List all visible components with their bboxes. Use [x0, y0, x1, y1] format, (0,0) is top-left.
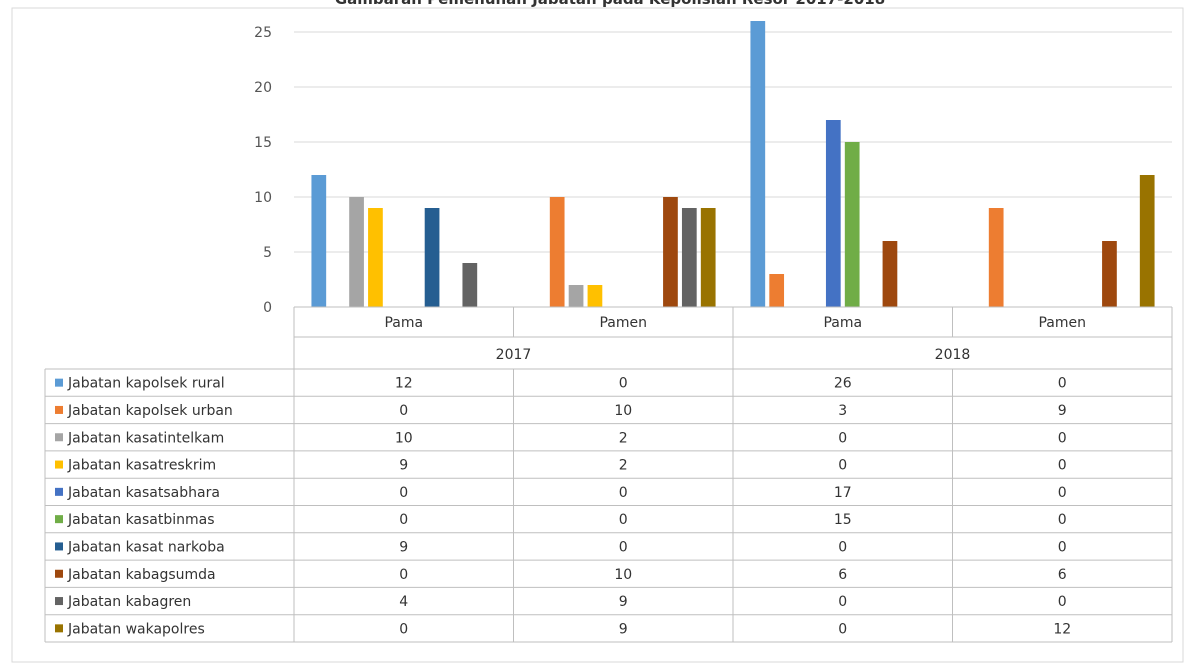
- bar: [825, 120, 841, 307]
- y-tick-label: 10: [254, 190, 272, 206]
- data-table-cell: 0: [399, 512, 408, 528]
- legend-swatch: [55, 378, 63, 387]
- data-table-cell: 0: [619, 485, 628, 501]
- bar: [681, 208, 697, 307]
- x-category-label: Pama: [384, 315, 423, 331]
- bar: [587, 285, 603, 307]
- data-table-cell: 9: [619, 594, 628, 610]
- data-table-cell: 26: [834, 376, 852, 392]
- bar: [311, 175, 327, 307]
- data-table-cell: 9: [1058, 403, 1067, 419]
- bar: [882, 241, 898, 307]
- data-table-cell: 0: [1058, 376, 1067, 392]
- x-group-label: 2017: [496, 347, 532, 363]
- chart-frame: [11, 7, 1184, 663]
- bar: [663, 197, 678, 307]
- data-table-cell: 0: [838, 430, 847, 446]
- data-table-cell: 0: [399, 403, 408, 419]
- bar: [368, 208, 383, 307]
- x-category-label: Pamen: [599, 315, 647, 331]
- legend-swatch: [55, 460, 63, 469]
- y-tick-label: 20: [254, 80, 272, 96]
- data-table-cell: 0: [619, 376, 628, 392]
- data-table-cell: 0: [1058, 512, 1067, 528]
- data-table-cell: 0: [399, 485, 408, 501]
- legend-entry: Jabatan kasatsabhara: [67, 485, 220, 501]
- y-tick-label: 0: [263, 300, 272, 316]
- legend-entry: Jabatan kabagsumda: [67, 567, 216, 583]
- bar: [700, 208, 716, 307]
- bar: [462, 263, 478, 307]
- data-table-cell: 0: [1058, 594, 1067, 610]
- bar: [424, 208, 440, 307]
- data-table-cell: 3: [838, 403, 847, 419]
- data-table-cell: 9: [619, 621, 628, 637]
- legend-entry: Jabatan kasat narkoba: [67, 539, 225, 555]
- data-table-cell: 15: [834, 512, 852, 528]
- legend-swatch: [55, 597, 63, 606]
- data-table-cell: 6: [1058, 567, 1067, 583]
- legend-swatch: [55, 405, 63, 414]
- bar: [988, 208, 1004, 307]
- legend-entry: Jabatan kasatintelkam: [67, 430, 224, 446]
- data-table-cell: 0: [399, 567, 408, 583]
- data-table-cell: 0: [619, 539, 628, 555]
- legend-swatch: [55, 515, 63, 524]
- data-table-cell: 10: [395, 430, 413, 446]
- data-table-cell: 0: [619, 512, 628, 528]
- y-tick-label: 15: [254, 135, 272, 151]
- legend-swatch: [55, 569, 63, 578]
- data-table-cell: 2: [619, 458, 628, 474]
- legend-swatch: [55, 433, 63, 442]
- data-table-cell: 0: [1058, 539, 1067, 555]
- data-table-cell: 0: [838, 621, 847, 637]
- y-tick-label: 25: [254, 25, 272, 41]
- bar: [349, 197, 364, 307]
- bar: [750, 21, 766, 307]
- data-table-cell: 0: [838, 539, 847, 555]
- y-tick-label: 5: [263, 245, 272, 261]
- legend-entry: Jabatan wakapolres: [67, 621, 205, 637]
- data-table-cell: 10: [614, 403, 632, 419]
- data-table-cell: 0: [1058, 485, 1067, 501]
- data-table-cell: 17: [834, 485, 852, 501]
- legend-entry: Jabatan kasatreskrim: [67, 458, 216, 474]
- x-category-label: Pamen: [1038, 315, 1086, 331]
- data-table-cell: 12: [395, 376, 413, 392]
- data-table-cell: 0: [838, 458, 847, 474]
- data-table-cell: 6: [838, 567, 847, 583]
- legend-entry: Jabatan kabagren: [67, 594, 191, 610]
- data-table-cell: 9: [399, 458, 408, 474]
- bar: [568, 285, 584, 307]
- bar: [769, 274, 785, 307]
- bar: [549, 197, 565, 307]
- data-table-cell: 4: [399, 594, 408, 610]
- data-table-cell: 0: [838, 594, 847, 610]
- data-table-cell: 0: [399, 621, 408, 637]
- data-table-cell: 2: [619, 430, 628, 446]
- x-category-label: Pama: [823, 315, 862, 331]
- data-table-cell: 10: [614, 567, 632, 583]
- bar: [1139, 175, 1155, 307]
- legend-entry: Jabatan kapolsek urban: [67, 403, 233, 419]
- data-table-cell: 12: [1053, 621, 1071, 637]
- chart-title: Gambaran Pemenuhan Jabatan pada Kepolisi…: [335, 0, 885, 8]
- bar: [844, 142, 860, 307]
- legend-entry: Jabatan kasatbinmas: [67, 512, 215, 528]
- data-table-cell: 0: [1058, 430, 1067, 446]
- x-group-label: 2018: [935, 347, 971, 363]
- legend-swatch: [55, 487, 63, 496]
- data-table-cell: 9: [399, 539, 408, 555]
- legend-swatch: [55, 624, 63, 633]
- bar: [1102, 241, 1117, 307]
- data-table-cell: 0: [1058, 458, 1067, 474]
- legend-entry: Jabatan kapolsek rural: [67, 376, 225, 392]
- legend-swatch: [55, 542, 63, 551]
